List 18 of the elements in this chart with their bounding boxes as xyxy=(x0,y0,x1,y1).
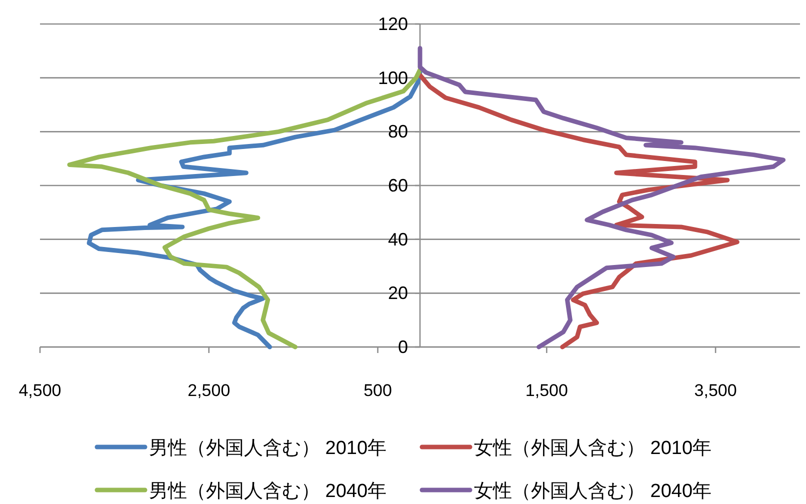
x-tick-label: 3,500 xyxy=(694,381,737,400)
legend-label: 女性（外国人含む） 2010年 xyxy=(474,438,712,459)
y-tick-label: 0 xyxy=(398,337,408,357)
legend-label: 女性（外国人含む） 2040年 xyxy=(474,481,712,502)
x-tick-label: 1,500 xyxy=(525,381,568,400)
legend-label: 男性（外国人含む） 2040年 xyxy=(149,481,387,502)
x-tick-label: 500 xyxy=(364,381,392,400)
legend-label: 男性（外国人含む） 2010年 xyxy=(149,438,387,459)
line-series xyxy=(418,46,786,350)
y-tick-label: 60 xyxy=(388,176,408,196)
y-tick-label: 120 xyxy=(378,14,408,34)
x-tick-label: 4,500 xyxy=(18,381,62,400)
y-tick-label: 40 xyxy=(388,229,408,250)
y-tick-label: 20 xyxy=(388,283,408,304)
x-tick-label: 2,500 xyxy=(188,381,230,400)
y-tick-label: 100 xyxy=(378,68,408,88)
y-tick-label: 80 xyxy=(388,122,408,142)
line-series xyxy=(418,72,740,350)
